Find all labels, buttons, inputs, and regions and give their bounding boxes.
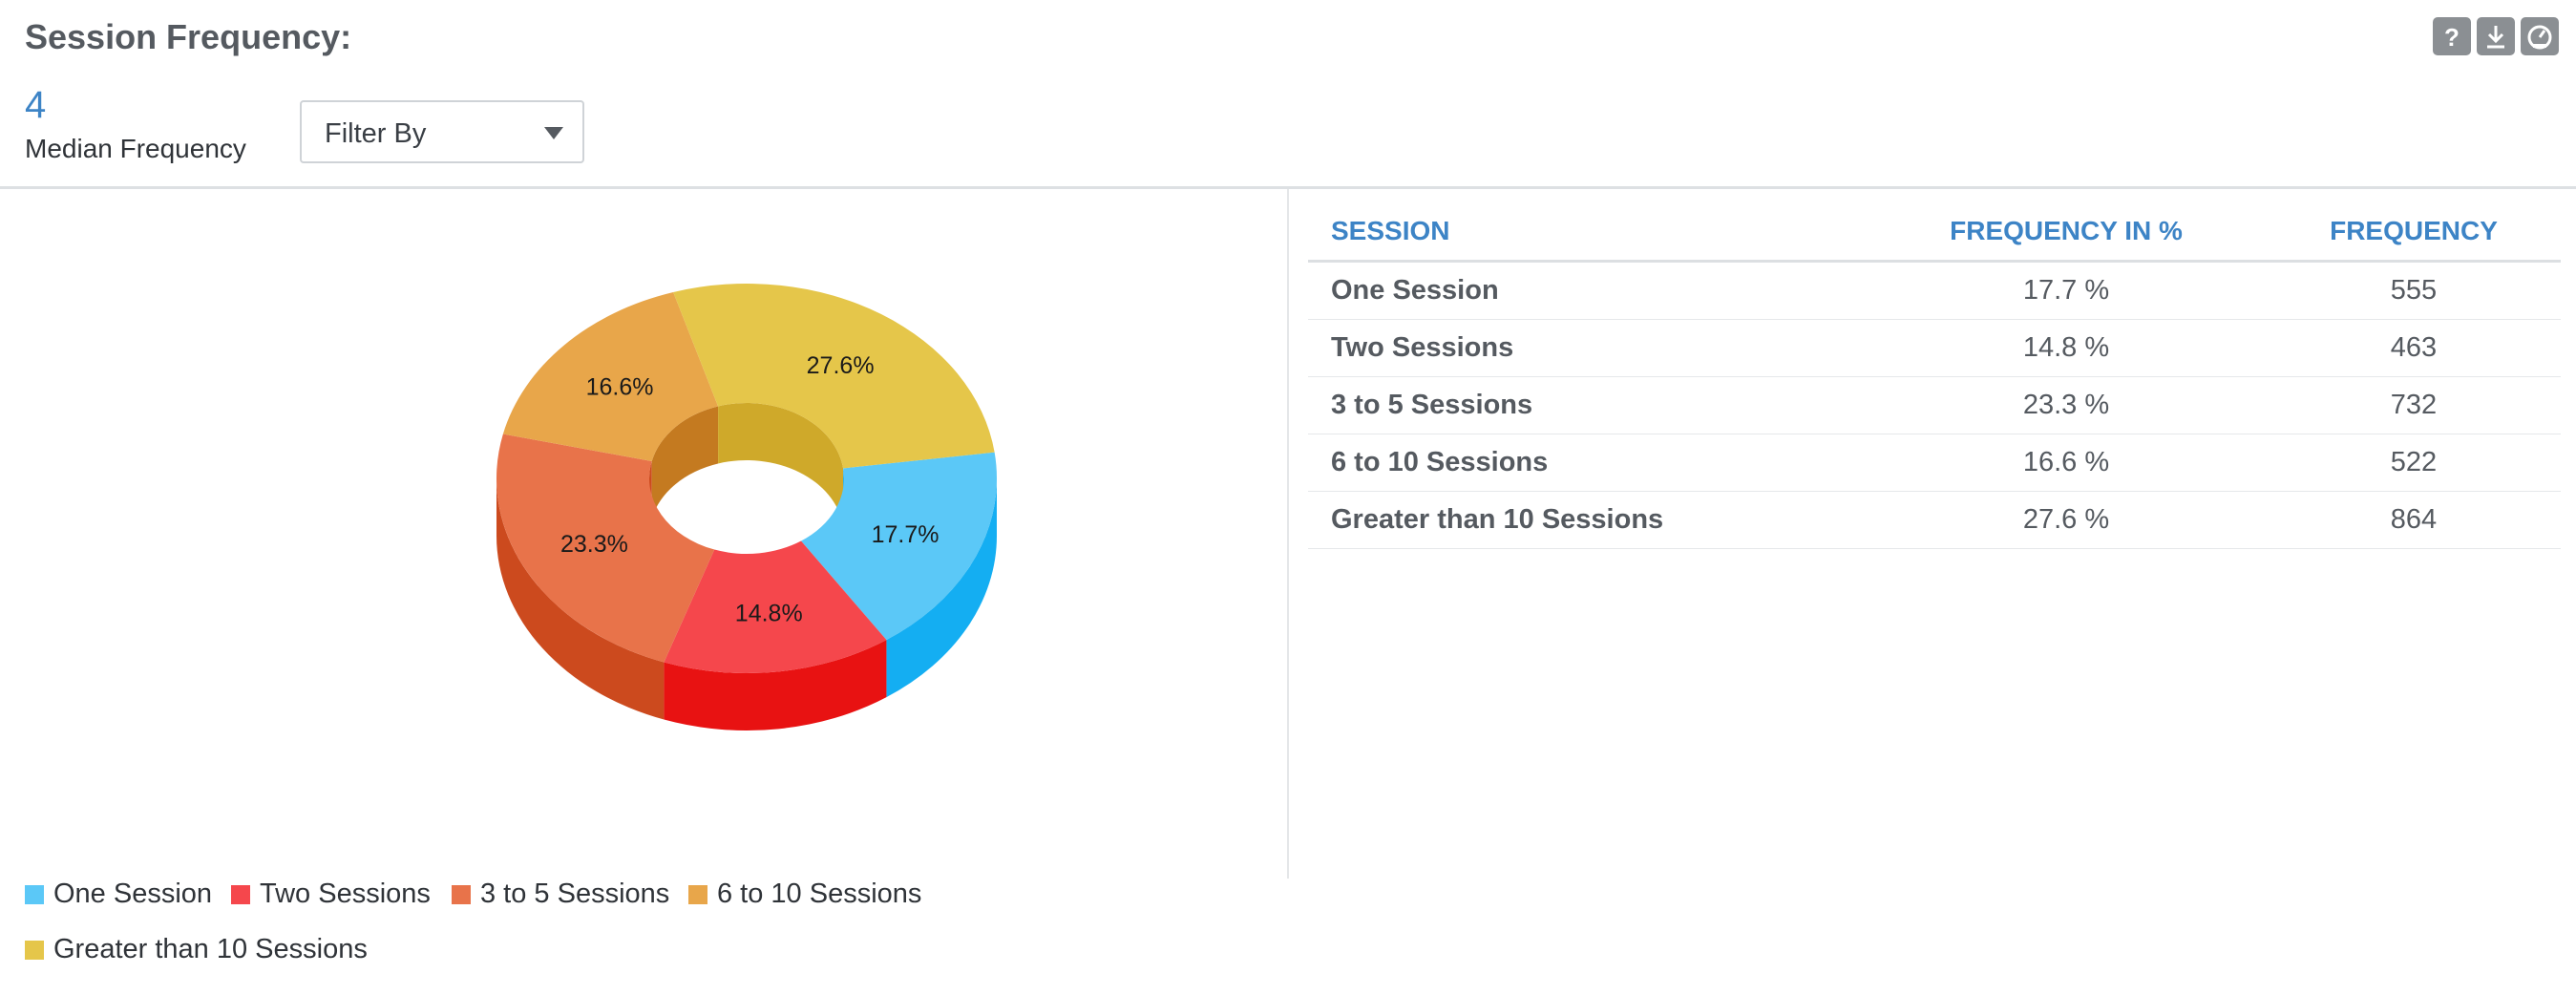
filter-by-dropdown[interactable]: Filter By bbox=[300, 100, 584, 163]
slice-1 bbox=[664, 540, 887, 674]
header-divider bbox=[0, 186, 2576, 189]
panel-divider bbox=[1287, 189, 1289, 879]
session-cell: Two Sessions bbox=[1308, 319, 1866, 377]
legend-item-greater-than-10-sessions[interactable]: Greater than 10 Sessions bbox=[25, 934, 368, 965]
table-row: Two Sessions 14.8 % 463 bbox=[1308, 319, 2561, 377]
table-row: 3 to 5 Sessions 23.3 % 732 bbox=[1308, 376, 2561, 434]
column-header-frequency-percent[interactable]: FREQUENCY IN % bbox=[1866, 202, 2267, 263]
session-cell: 3 to 5 Sessions bbox=[1308, 376, 1866, 434]
session-cell: 6 to 10 Sessions bbox=[1308, 434, 1866, 492]
data-label-1: 14.8% bbox=[735, 600, 803, 626]
percent-cell: 17.7 % bbox=[1866, 261, 2267, 320]
percent-cell: 16.6 % bbox=[1866, 434, 2267, 492]
legend-label: 3 to 5 Sessions bbox=[480, 879, 670, 909]
frequency-cell: 555 bbox=[2267, 261, 2561, 320]
data-label-0: 17.7% bbox=[872, 521, 940, 548]
legend-swatch bbox=[25, 941, 44, 960]
median-frequency-label: Median Frequency bbox=[25, 134, 246, 163]
frequency-cell: 463 bbox=[2267, 319, 2561, 377]
frequency-cell: 864 bbox=[2267, 491, 2561, 549]
session-cell: Greater than 10 Sessions bbox=[1308, 491, 1866, 549]
percent-cell: 23.3 % bbox=[1866, 376, 2267, 434]
filter-by-label: Filter By bbox=[325, 118, 427, 149]
column-header-frequency[interactable]: FREQUENCY bbox=[2267, 202, 2561, 263]
dashboard-icon bbox=[2527, 25, 2552, 50]
legend-label: Greater than 10 Sessions bbox=[53, 934, 368, 964]
legend-swatch bbox=[25, 885, 44, 904]
legend-label: 6 to 10 Sessions bbox=[717, 879, 922, 909]
percent-cell: 27.6 % bbox=[1866, 491, 2267, 549]
inner-wall-3 bbox=[651, 406, 719, 519]
table-row: 6 to 10 Sessions 16.6 % 522 bbox=[1308, 434, 2561, 492]
session-frequency-table: SESSION FREQUENCY IN % FREQUENCY One Ses… bbox=[1308, 202, 2561, 549]
slice-3 bbox=[502, 291, 719, 461]
data-label-4: 27.6% bbox=[807, 352, 875, 379]
legend-label: One Session bbox=[53, 879, 213, 909]
donut-chart: 17.7% 14.8% 23.3% 16.6% 27.6% bbox=[496, 284, 998, 731]
column-header-session[interactable]: SESSION bbox=[1308, 202, 1866, 263]
legend-label: Two Sessions bbox=[260, 879, 431, 909]
chevron-down-icon bbox=[544, 127, 563, 139]
data-label-2: 23.3% bbox=[560, 531, 628, 558]
legend-item-two-sessions[interactable]: Two Sessions bbox=[231, 879, 431, 910]
legend-item-3-to-5-sessions[interactable]: 3 to 5 Sessions bbox=[452, 879, 669, 910]
table-row: One Session 17.7 % 555 bbox=[1308, 261, 2561, 320]
help-button[interactable]: ? bbox=[2433, 17, 2471, 55]
table-row: Greater than 10 Sessions 27.6 % 864 bbox=[1308, 491, 2561, 549]
help-icon: ? bbox=[2444, 23, 2460, 52]
data-label-3: 16.6% bbox=[586, 373, 654, 400]
outer-wall-2 bbox=[496, 478, 665, 720]
frequency-cell: 522 bbox=[2267, 434, 2561, 492]
legend-item-one-session[interactable]: One Session bbox=[25, 879, 212, 910]
table-header-row: SESSION FREQUENCY IN % FREQUENCY bbox=[1308, 202, 2561, 263]
slice-2 bbox=[496, 434, 715, 663]
dashboard-button[interactable] bbox=[2521, 17, 2559, 55]
frequency-cell: 732 bbox=[2267, 376, 2561, 434]
median-frequency-value: 4 bbox=[25, 84, 47, 126]
legend-item-6-to-10-sessions[interactable]: 6 to 10 Sessions bbox=[688, 879, 921, 910]
inner-wall-4 bbox=[718, 403, 844, 526]
help-glyph: ? bbox=[2444, 23, 2460, 52]
legend-swatch bbox=[688, 885, 707, 904]
session-cell: One Session bbox=[1308, 261, 1866, 320]
slice-0 bbox=[801, 452, 998, 641]
outer-wall-1 bbox=[664, 640, 887, 731]
legend-swatch bbox=[452, 885, 471, 904]
slice-4 bbox=[673, 284, 995, 469]
page-title: Session Frequency: bbox=[25, 17, 352, 56]
download-icon bbox=[2487, 26, 2504, 49]
legend-swatch bbox=[231, 885, 250, 904]
outer-wall-0 bbox=[886, 478, 997, 698]
download-button[interactable] bbox=[2477, 17, 2515, 55]
percent-cell: 14.8 % bbox=[1866, 319, 2267, 377]
